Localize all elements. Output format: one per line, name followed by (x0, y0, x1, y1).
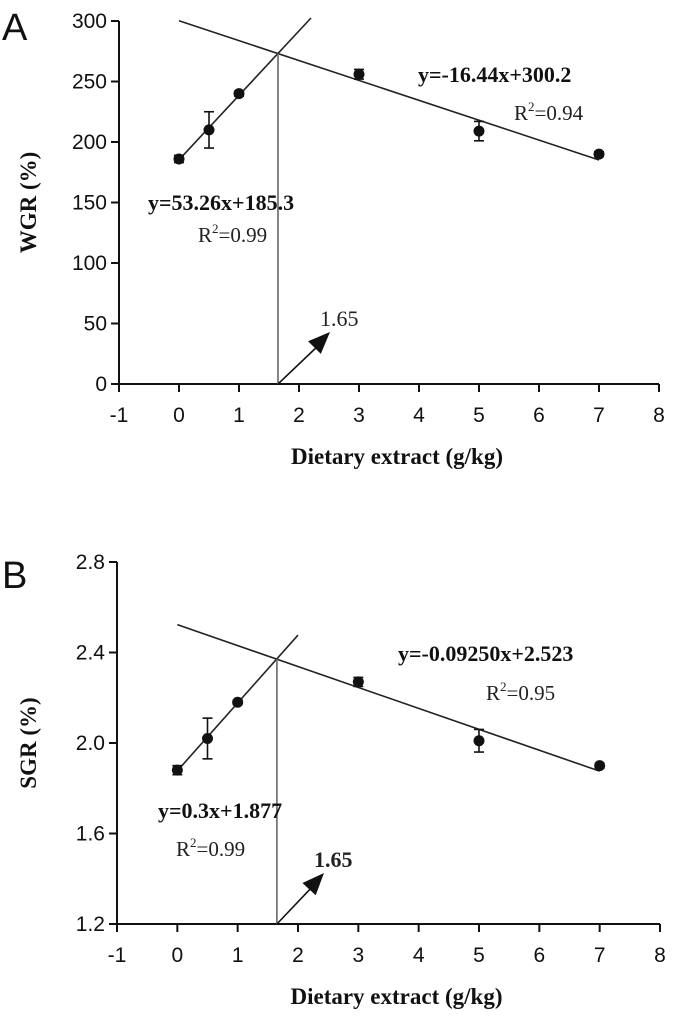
panel-label: B (2, 555, 27, 597)
fit-r-squared: R2=0.99 (198, 221, 267, 247)
fit-r-squared: R2=0.95 (486, 679, 555, 705)
x-tick-label: 7 (593, 404, 605, 427)
x-tick-label: 7 (594, 944, 606, 967)
x-tick-label: 8 (654, 944, 666, 967)
fit-equation: y=-16.44x+300.2 (418, 62, 571, 87)
r2-base: R (486, 681, 500, 705)
r2-base: R (514, 101, 528, 125)
r2-superscript: 2 (528, 99, 535, 114)
y-tick-label: 200 (72, 131, 107, 154)
y-tick-label: 150 (72, 192, 107, 215)
x-tick-label: 0 (171, 944, 183, 967)
r2-superscript: 2 (500, 679, 507, 694)
breakpoint-arrow-head (302, 873, 324, 896)
fit-equation: y=-0.09250x+2.523 (398, 641, 573, 666)
r2-base: R (198, 223, 212, 247)
r2-superscript: 2 (212, 221, 219, 236)
breakpoint-arrow-shaft (277, 343, 321, 385)
y-tick-label: 1.2 (76, 913, 105, 936)
r2-superscript: 2 (190, 835, 197, 850)
r2-value: =0.94 (535, 101, 584, 125)
chart-panel-b: B 1.2 1.6 2.0 2.4 2.8 -1 0 1 2 3 4 5 6 7 8 Dietary extra… (2, 551, 666, 1009)
breakpoint-arrow-head (308, 332, 330, 354)
y-tick-label: 1.6 (76, 823, 105, 846)
x-axis-title: Dietary extract (g/kg) (290, 984, 502, 1009)
fit-equation: y=0.3x+1.877 (158, 798, 282, 823)
x-tick-label: 2 (293, 404, 305, 427)
data-point (353, 68, 365, 80)
x-tick-label: 3 (353, 404, 365, 427)
fit-line (177, 623, 600, 772)
x-tick-label: 8 (653, 404, 665, 427)
breakpoint-arrow-shaft (276, 884, 315, 925)
fit-r-squared: R2=0.99 (176, 835, 245, 861)
data-point (171, 764, 183, 776)
r2-base: R (176, 837, 190, 861)
data-point (473, 735, 485, 747)
y-tick-label: 0 (95, 373, 107, 396)
x-tick-label: 2 (292, 944, 304, 967)
x-tick-label: 1 (233, 404, 245, 427)
data-point (173, 153, 185, 165)
y-tick-label: 100 (72, 252, 107, 275)
r2-value: =0.99 (197, 837, 246, 861)
x-tick-label: 0 (173, 404, 185, 427)
x-tick-label: 5 (473, 944, 485, 967)
x-tick-label: -1 (110, 404, 129, 427)
y-tick-label: 2.0 (76, 732, 105, 755)
breakpoint-label: 1.65 (320, 306, 359, 331)
x-tick-label: 1 (232, 944, 244, 967)
y-axis-title: SGR (%) (16, 697, 41, 788)
y-tick-label: 2.4 (76, 642, 106, 665)
breakpoint-label: 1.65 (314, 847, 353, 872)
y-tick-label: 2.8 (76, 551, 105, 574)
x-tick-label: 6 (533, 404, 545, 427)
fit-line (178, 19, 600, 161)
y-tick-label: 50 (84, 313, 107, 336)
x-tick-label: -1 (108, 944, 127, 967)
fit-r-squared: R2=0.94 (514, 99, 584, 125)
x-tick-label: 5 (473, 404, 485, 427)
r2-value: =0.95 (507, 681, 556, 705)
data-point (232, 696, 244, 708)
y-axis-title: WGR (%) (16, 152, 41, 254)
data-point (594, 760, 606, 772)
r2-value: =0.99 (219, 223, 268, 247)
y-tick-label: 300 (72, 10, 107, 33)
x-axis-title: Dietary extract (g/kg) (291, 444, 503, 469)
panel-label: A (2, 7, 28, 49)
x-tick-label: 4 (413, 404, 425, 427)
data-point (352, 676, 364, 688)
data-point (473, 125, 485, 137)
x-tick-label: 4 (413, 944, 425, 967)
fit-equation: y=53.26x+185.3 (148, 190, 294, 215)
fit-line (178, 17, 312, 161)
data-point (202, 732, 213, 744)
y-tick-label: 250 (72, 71, 107, 94)
data-point (233, 88, 245, 100)
data-point (593, 148, 605, 160)
x-tick-label: 3 (352, 944, 364, 967)
data-point (203, 124, 215, 136)
x-tick-label: 6 (533, 944, 545, 967)
